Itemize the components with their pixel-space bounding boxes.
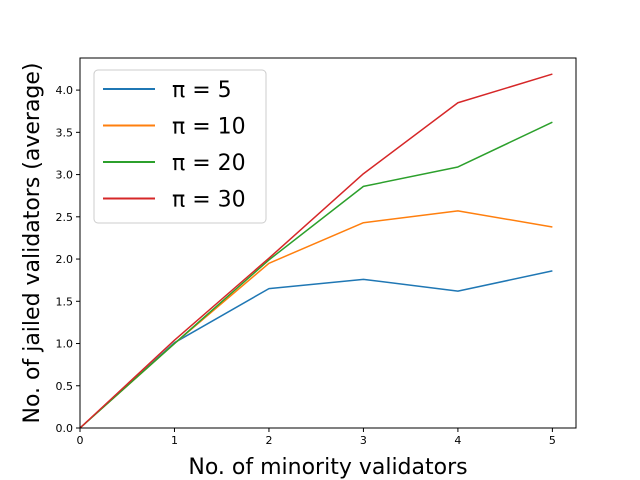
- legend-label-1: π = 5: [172, 78, 232, 103]
- legend: π = 5 π = 10 π = 20 π = 30: [93, 69, 267, 224]
- y-tick-label: 0.5: [56, 380, 74, 393]
- legend-label-3: π = 20: [172, 151, 246, 176]
- x-tick-label: 3: [360, 434, 367, 447]
- y-tick-label: 2.5: [56, 211, 74, 224]
- series-line-3: [79, 121, 553, 429]
- x-axis-label: No. of minority validators: [188, 455, 467, 480]
- legend-label-4: π = 30: [172, 188, 246, 213]
- y-tick-label: 4.0: [56, 84, 74, 97]
- series-line-4: [79, 73, 553, 429]
- x-tick-label: 4: [454, 434, 461, 447]
- y-tick-label: 3.5: [56, 126, 74, 139]
- series-layer: [79, 73, 553, 429]
- y-axis-label: No. of jailed validators (average): [20, 62, 45, 423]
- x-tick-label: 1: [171, 434, 178, 447]
- y-tick-label: 2.0: [56, 253, 74, 266]
- x-tick-label: 2: [265, 434, 272, 447]
- legend-label-2: π = 10: [172, 115, 246, 140]
- y-tick-label: 1.0: [56, 338, 74, 351]
- y-tick-label: 3.0: [56, 169, 74, 182]
- y-tick-label: 0.0: [56, 422, 74, 435]
- x-axis: 0 1 2 3 4 5: [77, 428, 556, 447]
- y-tick-label: 1.5: [56, 295, 74, 308]
- x-tick-label: 0: [77, 434, 84, 447]
- y-axis: 0.0 0.5 1.0 1.5 2.0 2.5 3.0 3.5 4.0: [56, 84, 80, 435]
- legend-frame: [93, 69, 267, 224]
- x-tick-label: 5: [549, 434, 556, 447]
- plot-frame: [79, 57, 577, 429]
